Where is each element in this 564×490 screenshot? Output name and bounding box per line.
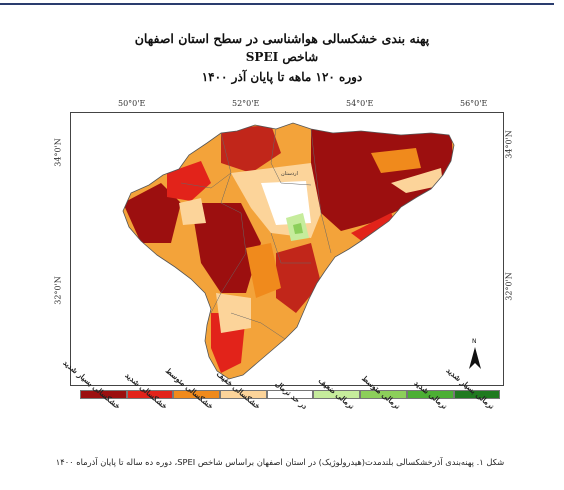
legend-swatch: [266, 390, 314, 399]
map-index-title: شاخص SPEI: [245, 50, 319, 64]
figure-caption: شکل ۱. پهنه‌بندی آذرخشکسالی بلندمدت(هیدر…: [55, 457, 505, 467]
drought-map: اردستان N: [122, 122, 481, 380]
legend-swatch: [126, 390, 174, 399]
lon-tick-56: 56°0'E: [460, 99, 488, 108]
lon-tick-52: 52°0'E: [232, 99, 260, 108]
header-rule: [0, 3, 554, 5]
legend-swatch: [80, 390, 127, 399]
map-title: پهنه بندی خشکسالی هواشناسی در سطح استان …: [134, 31, 430, 46]
svg-text:N: N: [472, 338, 477, 345]
north-arrow-icon: N: [469, 338, 481, 369]
legend-swatch: [360, 390, 407, 399]
lat-tick-left-32: 32°0'N: [53, 276, 63, 305]
legend-swatch: [173, 390, 221, 399]
legend-swatch: [220, 390, 267, 399]
lon-tick-54: 54°0'E: [346, 99, 374, 108]
city-label: اردستان: [281, 171, 298, 177]
lat-tick-right-34: 34°0'N: [504, 130, 514, 159]
lat-tick-left-34: 34°0'N: [53, 138, 63, 167]
lat-tick-right-32: 32°0'N: [504, 272, 514, 301]
legend-bar: [80, 390, 501, 400]
map-period-title: دوره ۱۲۰ ماهه تا پایان آذر ۱۴۰۰: [201, 70, 363, 84]
lon-tick-50: 50°0'E: [118, 99, 146, 108]
legend-swatch: [453, 390, 501, 399]
legend-swatch: [406, 390, 454, 399]
legend-swatch: [313, 390, 361, 399]
map-frame: اردستان N: [70, 112, 504, 386]
